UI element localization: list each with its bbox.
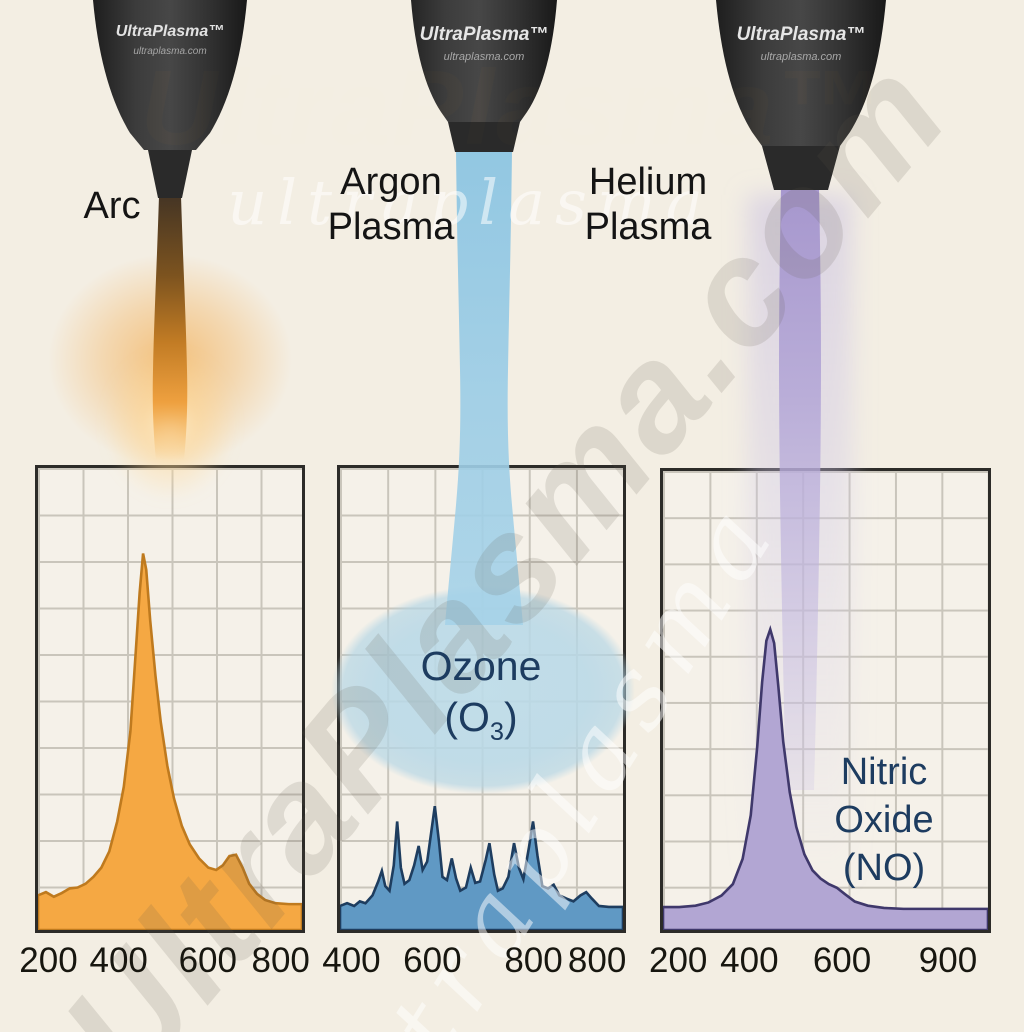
torch-label-line: Argon xyxy=(340,161,442,203)
torch-label-line: Arc xyxy=(83,185,141,227)
arc-glow xyxy=(48,254,292,466)
annotation-ozone: Ozone (O3) xyxy=(351,641,611,758)
torch-url-text: ultraplasma.com xyxy=(444,51,525,63)
spectrum-curve-argon xyxy=(340,468,623,930)
axis-tick-label: 900 xyxy=(918,941,978,980)
formula-post: ) xyxy=(504,694,518,740)
torch-brand-text: UltraPlasma™ xyxy=(420,24,549,45)
torch-label-line: Helium xyxy=(588,161,708,203)
arc-flame xyxy=(152,196,188,460)
annotation-no-line: (NO) xyxy=(842,847,926,889)
torch-helium-body xyxy=(716,0,886,146)
x-axis-ticks-argon: 400 600 800 800 xyxy=(322,941,627,985)
torch-label-arc: Arc xyxy=(32,184,192,229)
watermark-title: UltraPlasma™ xyxy=(140,49,884,167)
axis-tick-label: 600 xyxy=(178,941,237,980)
axis-tick-label: 400 xyxy=(720,941,779,980)
torch-label-helium: Helium Plasma xyxy=(548,160,748,250)
x-axis-ticks-arc: 200 400 600 800 xyxy=(19,941,310,985)
torch-arc-body xyxy=(93,0,247,150)
torch-arc: UltraPlasma™ ultraplasma.com xyxy=(48,0,292,501)
spectrum-panel-arc xyxy=(35,465,305,933)
axis-tick-label: 800 xyxy=(251,941,310,980)
annotation-nitric-oxide: Nitric Oxide (NO) xyxy=(774,748,994,892)
x-axis-ticks-helium: 200 400 600 900 xyxy=(649,941,991,985)
formula-sub: 3 xyxy=(489,718,505,747)
torch-argon-body xyxy=(401,0,557,122)
axis-tick-label: 400 xyxy=(89,941,148,980)
torch-url-text: ultraplasma.com xyxy=(133,46,206,57)
axis-tick-label: 800 xyxy=(504,941,563,980)
annotation-ozone-name: Ozone xyxy=(420,643,542,689)
axis-tick-label: 600 xyxy=(403,941,462,980)
torch-url-text: ultraplasma.com xyxy=(761,51,842,63)
annotation-ozone-formula: (O3) xyxy=(351,692,611,758)
axis-tick-label: 600 xyxy=(812,941,872,980)
torch-label-line: Plasma xyxy=(327,206,455,248)
axis-tick-label: 400 xyxy=(322,941,381,980)
axis-tick-label: 800 xyxy=(567,941,627,980)
annotation-no-line: Nitric xyxy=(840,751,928,793)
spectrum-curve-arc xyxy=(38,468,302,930)
axis-tick-label: 200 xyxy=(649,941,708,980)
formula-pre: (O xyxy=(444,694,490,740)
torch-helium-nozzle xyxy=(762,146,840,190)
torch-label-argon: Argon Plasma xyxy=(291,160,491,250)
torch-argon-nozzle xyxy=(448,122,520,152)
torch-brand-text: UltraPlasma™ xyxy=(737,24,866,45)
torch-brand-text: UltraPlasma™ xyxy=(116,23,225,40)
annotation-no-line: Oxide xyxy=(834,799,934,841)
torch-label-line: Plasma xyxy=(584,206,712,248)
axis-tick-label: 200 xyxy=(19,941,78,980)
